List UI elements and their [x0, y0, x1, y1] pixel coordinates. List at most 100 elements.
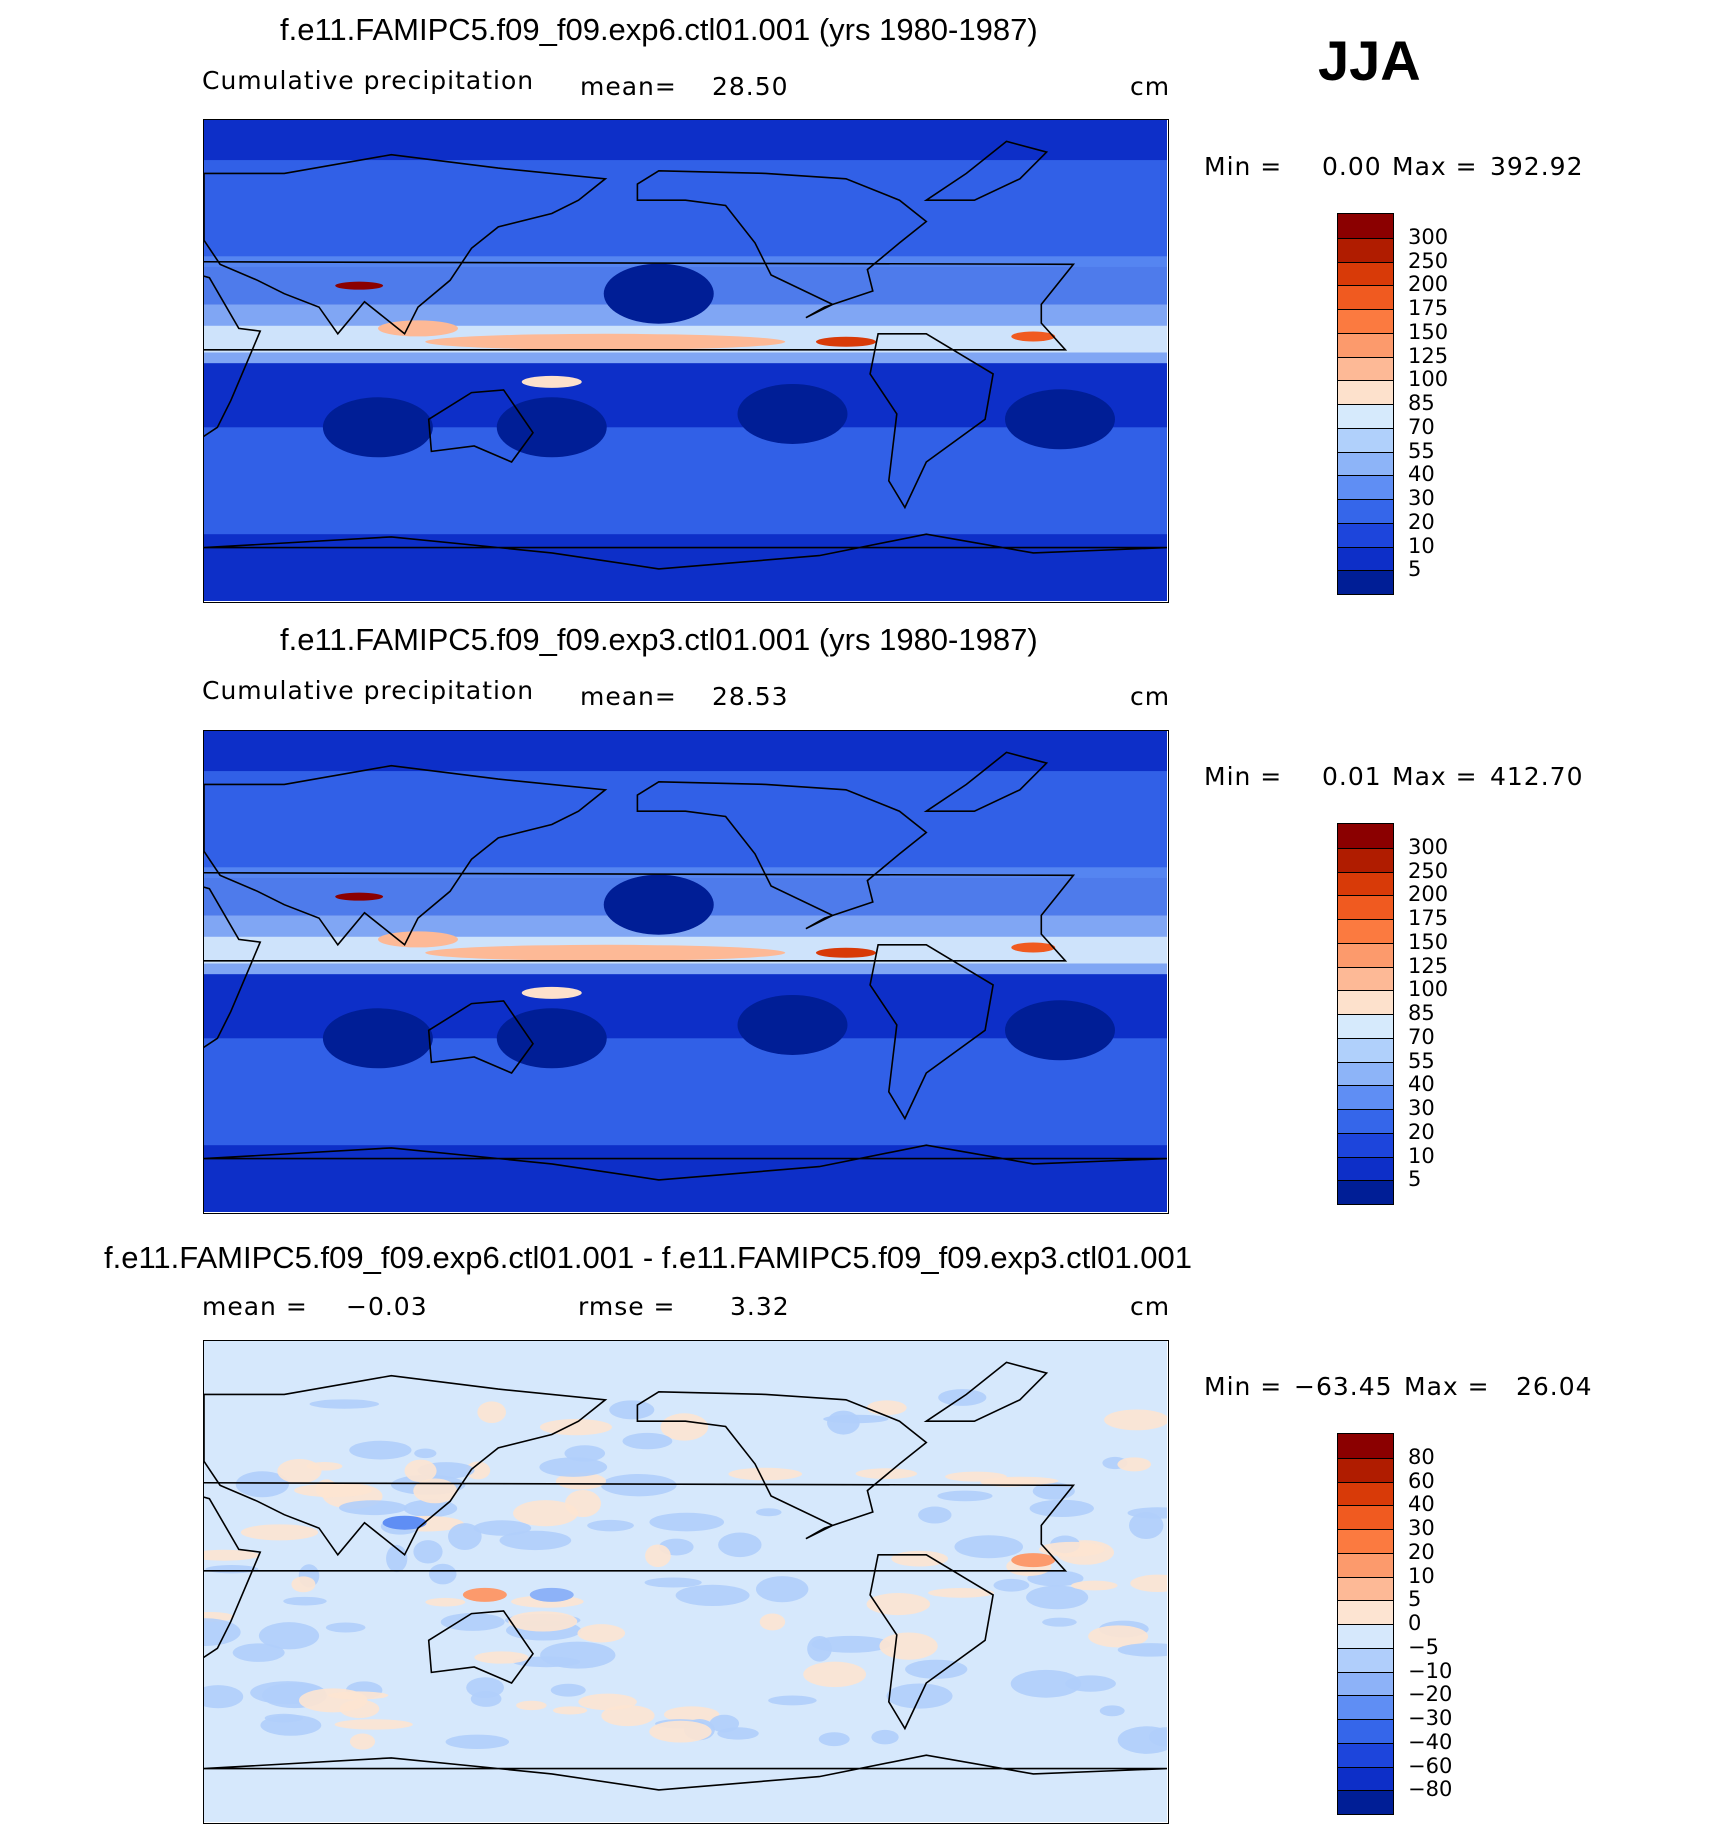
colorbar-tick-label: 125: [1408, 953, 1449, 978]
colorbar-swatch: [1338, 942, 1393, 967]
colorbar-tick-label: 100: [1408, 367, 1449, 392]
anomaly-patch: [283, 1596, 327, 1606]
anomaly-patch: [235, 1471, 289, 1498]
colorbar-tick-label: 20: [1408, 1119, 1435, 1144]
panel-1-colorbar-labels: 300 250 200 175 150 125 100 85 70 55 40 30 20 10 5: [1408, 213, 1488, 595]
coastline: [427, 389, 534, 463]
colorbar-swatch: [1338, 1790, 1393, 1814]
colorbar-tick-label: 200: [1408, 272, 1449, 297]
panel-1-mean-value: 28.50: [712, 72, 789, 101]
anomaly-patch: [334, 1719, 413, 1730]
coastline: [427, 1000, 534, 1074]
colorbar-swatch: [1338, 1085, 1393, 1109]
anomaly-patch: [891, 1550, 948, 1567]
anomaly-patch: [550, 1683, 586, 1697]
anomaly-patch: [339, 1500, 407, 1516]
colorbar-tick-label: 40: [1408, 462, 1435, 487]
anomaly-patch: [1129, 1512, 1164, 1540]
colorbar-swatch: [1338, 1600, 1393, 1624]
anomaly-patch: [866, 1593, 931, 1616]
colorbar-swatch: [1338, 824, 1393, 848]
colorbar-tick-label: 10: [1408, 1143, 1435, 1168]
anomaly-patch: [540, 1641, 616, 1669]
anomaly-peak: [382, 1515, 427, 1530]
panel-2-min-value: 0.01: [1322, 762, 1382, 791]
panel-2-units: cm: [1130, 682, 1171, 711]
anomaly-patch: [663, 1706, 720, 1723]
colorbar-swatch: [1338, 1014, 1393, 1038]
dry-region: [496, 1008, 607, 1069]
anomaly-patch: [866, 1400, 907, 1416]
dry-region: [603, 874, 714, 935]
colorbar-tick-label: 125: [1408, 343, 1449, 368]
anomaly-patch: [328, 1691, 389, 1700]
anomaly-patch: [1042, 1617, 1077, 1627]
anomaly-patch: [1104, 1409, 1167, 1431]
anomaly-peak: [529, 1587, 574, 1602]
precip-maximum: [335, 892, 384, 901]
panel-3-rmse-value: 3.32: [730, 1292, 790, 1321]
panel-3-colorbar-labels: 80 60 40 30 20 10 5 0 −5 −10 −20 −30 −40 −60 −80: [1408, 1433, 1488, 1815]
colorbar-tick-label: 100: [1408, 977, 1449, 1002]
precip-maximum: [816, 947, 876, 958]
colorbar-swatch: [1338, 404, 1393, 428]
anomaly-patch: [728, 1467, 803, 1481]
coastline: [204, 1374, 608, 1557]
anomaly-patch: [539, 1418, 613, 1436]
anomaly-patch: [258, 1622, 320, 1650]
anomaly-patch: [425, 1597, 466, 1607]
precip-maximum: [378, 931, 458, 948]
colorbar-swatch: [1338, 966, 1393, 991]
anomaly-patch: [473, 1520, 532, 1536]
anomaly-patch: [440, 1613, 505, 1631]
colorbar-tick-label: 175: [1408, 906, 1449, 930]
dry-region: [322, 397, 433, 458]
panel-2-mean-value: 28.53: [712, 682, 789, 711]
anomaly-patch: [645, 1544, 671, 1568]
anomaly-patch: [1010, 1669, 1082, 1698]
dry-region: [1005, 1000, 1115, 1061]
coastline: [636, 1390, 928, 1540]
anomaly-peak: [1011, 1553, 1056, 1568]
panel-3-title: f.e11.FAMIPC5.f09_f09.exp6.ctl01.001 - f…: [104, 1240, 1192, 1275]
colorbar-swatch: [1338, 847, 1393, 872]
colorbar-swatch: [1338, 214, 1393, 238]
anomaly-patch: [918, 1506, 952, 1524]
colorbar-tick-label: −60: [1408, 1753, 1453, 1778]
anomaly-patch: [264, 1713, 303, 1723]
anomaly-patch: [755, 1508, 782, 1517]
precip-maximum: [425, 333, 786, 350]
coastline: [923, 140, 1049, 201]
anomaly-patch: [499, 1530, 572, 1551]
anomaly-patch: [1117, 1726, 1167, 1754]
colorbar-tick-label: 5: [1408, 1587, 1422, 1612]
anomaly-patch: [508, 1611, 578, 1632]
anomaly-patch: [204, 1549, 260, 1561]
colorbar-tick-label: 10: [1408, 533, 1435, 558]
anomaly-patch: [513, 1500, 579, 1527]
anomaly-patch: [404, 1459, 437, 1483]
anomaly-patch: [1088, 1625, 1149, 1648]
anomaly-patch: [577, 1624, 626, 1643]
dry-region: [322, 1008, 433, 1069]
panel-2-mean-label: mean=: [580, 682, 677, 711]
coastline: [869, 333, 994, 510]
coastline: [636, 780, 928, 930]
coastline: [204, 153, 608, 336]
colorbar-tick-label: −40: [1408, 1729, 1453, 1754]
colorbar-tick-label: 250: [1408, 858, 1449, 883]
colorbar-tick-label: 40: [1408, 1492, 1435, 1517]
colorbar-swatch: [1338, 499, 1393, 523]
panel-2-title: f.e11.FAMIPC5.f09_f09.exp3.ctl01.001 (yr…: [280, 622, 1038, 657]
panel-2-min-label: Min =: [1204, 762, 1283, 791]
anomaly-patch: [403, 1499, 458, 1518]
coastline: [204, 1754, 1167, 1791]
colorbar-swatch: [1338, 546, 1393, 571]
dry-region: [1005, 389, 1115, 450]
dry-region: [737, 383, 848, 444]
anomaly-patch: [1099, 1705, 1125, 1717]
anomaly-patch: [539, 1457, 608, 1477]
coastline: [204, 871, 1076, 1049]
anomaly-patch: [232, 1643, 285, 1662]
anomaly-patch: [204, 1685, 244, 1709]
